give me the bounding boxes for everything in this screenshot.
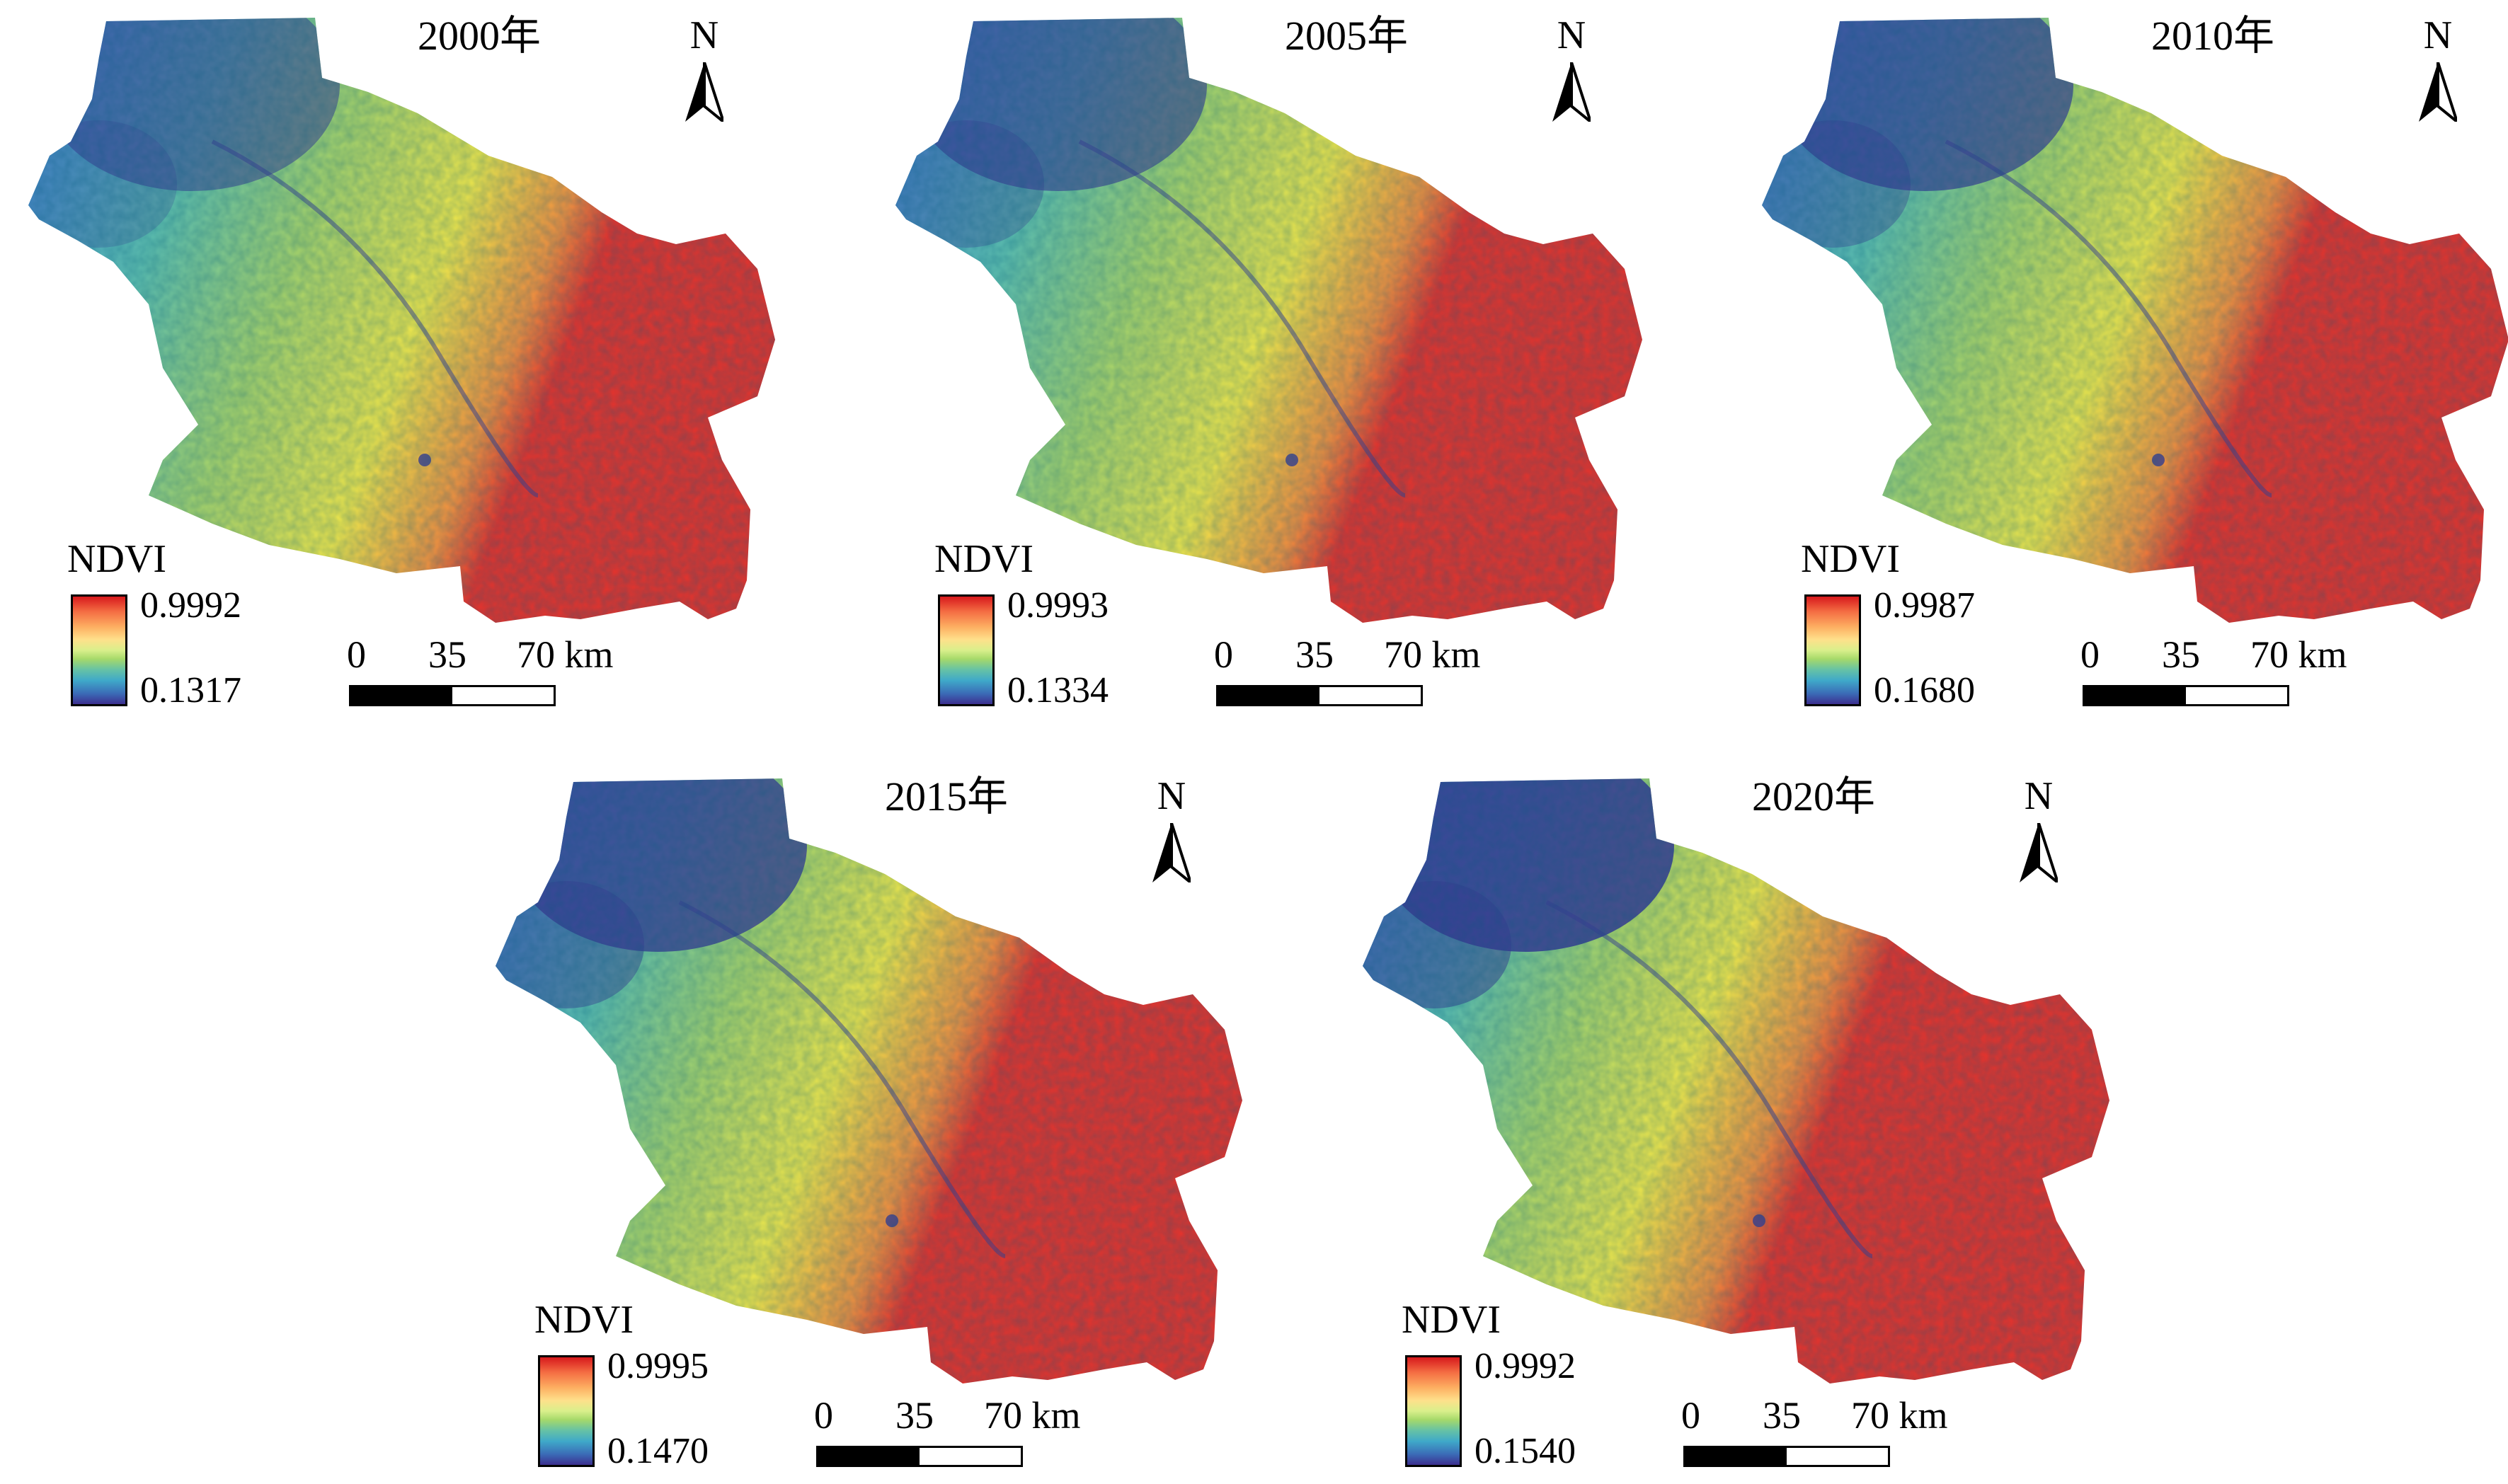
legend-colorbar [1804, 594, 1861, 706]
legend-colorbar [71, 594, 127, 706]
ndvi-map [1762, 18, 2508, 623]
north-arrow: N [1550, 16, 1593, 122]
legend-min-value: 0.1317 [140, 670, 241, 711]
scale-tick-label: 0 [2080, 633, 2100, 676]
north-label: N [1157, 774, 1186, 818]
legend-max-value: 0.9995 [607, 1346, 709, 1386]
north-arrow-icon [1552, 62, 1591, 122]
scale-tick-label: 70 km [2250, 633, 2347, 676]
legend-min-value: 0.1540 [1475, 1431, 1576, 1471]
year-title: 2000年 [418, 13, 542, 59]
scale-bar-segment [351, 687, 452, 704]
map-panel: 2005年 N NDVI 0.9993 0.1334 0 35 70 km [867, 0, 1646, 711]
legend-colorbar [538, 1355, 595, 1467]
north-label: N [689, 13, 719, 57]
map-panel: 2010年 N NDVI 0.9987 0.1680 0 35 70 km [1734, 0, 2508, 711]
legend-title: NDVI [67, 537, 166, 581]
legend-min-value: 0.1680 [1874, 670, 1975, 711]
ndvi-map [1363, 778, 2109, 1384]
ndvi-map [895, 18, 1642, 623]
north-label: N [2423, 13, 2453, 57]
ndvi-map [496, 778, 1242, 1384]
map-panel: 2015年 N NDVI 0.9995 0.1470 0 35 70 km [467, 761, 1246, 1471]
scale-bar [1683, 1446, 1890, 1467]
scale-tick-label: 35 [1295, 633, 1334, 676]
legend-title: NDVI [934, 537, 1033, 581]
scale-tick-label: 0 [1214, 633, 1233, 676]
scale-tick-label: 0 [347, 633, 366, 676]
north-arrow-icon [1152, 823, 1191, 882]
legend-max-value: 0.9987 [1874, 585, 1975, 626]
scale-bar [2083, 685, 2289, 706]
scale-tick-label: 35 [2162, 633, 2200, 676]
scale-tick-label: 35 [428, 633, 466, 676]
legend-max-value: 0.9992 [1475, 1346, 1576, 1386]
north-arrow-icon [2020, 823, 2058, 882]
year-title: 2020年 [1752, 773, 1876, 819]
scale-tick-label: 70 km [517, 633, 614, 676]
scale-tick-label: 35 [1763, 1394, 1801, 1437]
legend-max-value: 0.9993 [1007, 585, 1109, 626]
north-arrow: N [2017, 776, 2060, 882]
legend-title: NDVI [534, 1298, 634, 1342]
north-label: N [2024, 774, 2054, 818]
scale-bar [816, 1446, 1023, 1467]
scale-tick-label: 70 km [1851, 1394, 1948, 1437]
scale-bar-segment [1685, 1448, 1787, 1465]
legend-min-value: 0.1470 [607, 1431, 709, 1471]
legend-colorbar [938, 594, 995, 706]
map-panel: 2000年 N NDVI 0.9992 0.1317 0 35 70 km [0, 0, 779, 711]
year-title: 2010年 [2151, 13, 2275, 59]
year-title: 2005年 [1285, 13, 1409, 59]
scale-tick-label: 70 km [1384, 633, 1481, 676]
north-arrow: N [1150, 776, 1193, 882]
legend-colorbar [1405, 1355, 1462, 1467]
legend-title: NDVI [1801, 537, 1900, 581]
north-arrow: N [683, 16, 726, 122]
north-arrow-icon [685, 62, 723, 122]
scale-bar [349, 685, 556, 706]
scale-bar [1216, 685, 1423, 706]
legend-min-value: 0.1334 [1007, 670, 1109, 711]
scale-tick-label: 0 [814, 1394, 833, 1437]
year-title: 2015年 [885, 773, 1009, 819]
scale-tick-label: 70 km [984, 1394, 1081, 1437]
north-label: N [1557, 13, 1586, 57]
ndvi-map [28, 18, 775, 623]
legend-title: NDVI [1402, 1298, 1501, 1342]
north-arrow: N [2417, 16, 2459, 122]
scale-tick-label: 35 [895, 1394, 934, 1437]
legend-max-value: 0.9992 [140, 585, 241, 626]
scale-bar-segment [1218, 687, 1319, 704]
scale-bar-segment [2085, 687, 2186, 704]
scale-bar-segment [818, 1448, 920, 1465]
north-arrow-icon [2419, 62, 2457, 122]
map-panel: 2020年 N NDVI 0.9992 0.1540 0 35 70 km [1334, 761, 2113, 1471]
scale-tick-label: 0 [1681, 1394, 1700, 1437]
